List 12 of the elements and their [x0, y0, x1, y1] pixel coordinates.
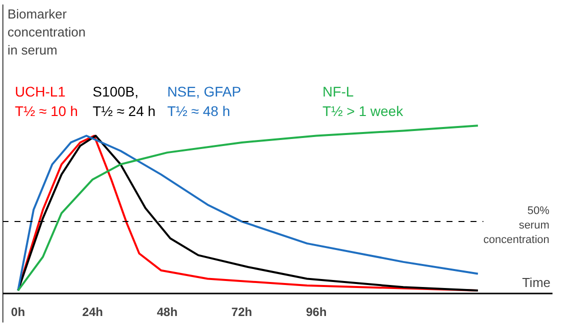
ref-line-label: 50% serum concentration	[483, 205, 550, 246]
x-tick-label: 72h	[231, 304, 252, 319]
series-label: S100B, T½ ≈ 24 h	[92, 84, 156, 119]
text: Biomarker concentration in serum	[8, 6, 86, 58]
x-tick-label: 0h	[11, 304, 26, 319]
text: NSE, GFAP T½ ≈ 48 h	[167, 84, 242, 119]
x-tick-label: 96h	[306, 304, 327, 319]
series-label: NF-L T½ > 1 week	[322, 84, 404, 119]
x-tick-label: 48h	[156, 304, 178, 319]
x-axis-title: Time	[522, 274, 550, 290]
x-tick-label: 24h	[82, 304, 103, 319]
series-label: UCH-L1 T½ ≈ 10 h	[14, 84, 78, 119]
